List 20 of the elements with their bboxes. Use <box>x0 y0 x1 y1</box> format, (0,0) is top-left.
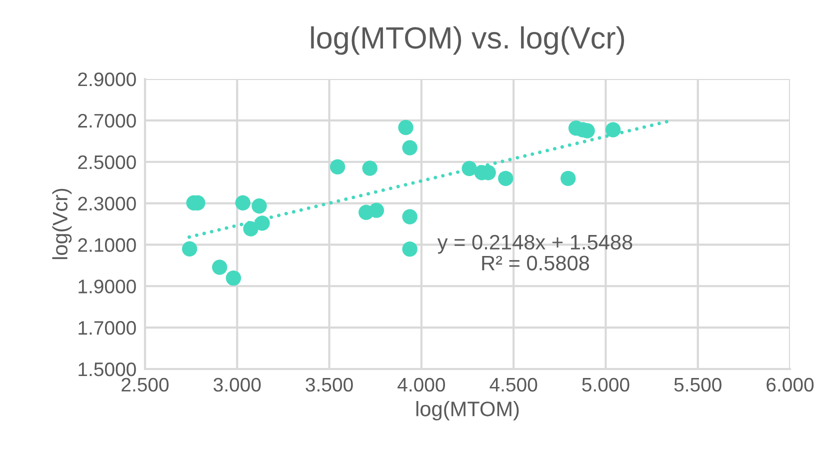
y-tick-label: 2.7000 <box>78 114 136 128</box>
y-tick-label: 2.9000 <box>78 72 136 86</box>
x-tick-label: 3.000 <box>214 378 261 392</box>
y-axis-title: log(Vcr) <box>52 188 72 260</box>
x-tick-label: 2.500 <box>122 378 169 392</box>
x-tick-label: 4.500 <box>490 378 538 392</box>
y-tick-label: 2.3000 <box>78 196 136 211</box>
annotation: y = 0.2148x + 1.5488 R² = 0.5808 <box>437 234 632 271</box>
y-tick-label: 1.5000 <box>78 362 136 376</box>
x-tick-label: 5.000 <box>582 378 630 392</box>
y-tick-label: 2.1000 <box>78 238 136 252</box>
x-tick-label: 5.500 <box>674 378 722 392</box>
x-tick-label: 3.500 <box>306 378 353 392</box>
x-tick-label: 4.000 <box>398 378 445 392</box>
y-tick-label: 1.9000 <box>78 280 136 294</box>
y-tick-label: 1.7000 <box>78 321 136 335</box>
x-tick-label: 6.000 <box>766 378 814 392</box>
chart-title: log(MTOM) vs. log(Vcr) <box>311 26 624 55</box>
y-tick-label: 2.5000 <box>78 155 136 170</box>
x-axis-title: log(MTOM) <box>416 401 519 420</box>
